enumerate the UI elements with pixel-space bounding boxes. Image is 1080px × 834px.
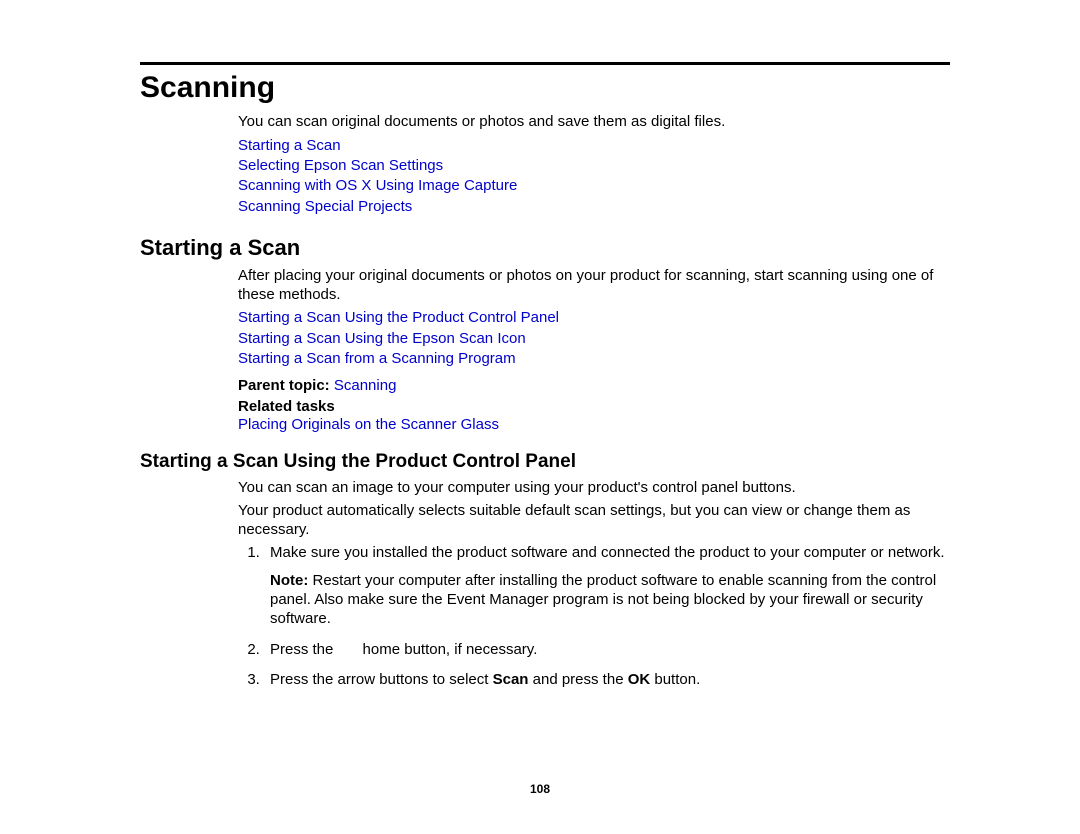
steps-list: Make sure you installed the product soft… — [238, 544, 950, 691]
step-3: Press the arrow buttons to select Scan a… — [264, 671, 950, 690]
link-placing-originals[interactable]: Placing Originals on the Scanner Glass — [238, 415, 499, 435]
related-tasks-label: Related tasks — [238, 398, 950, 415]
page-number: 108 — [0, 782, 1080, 796]
link-starting-a-scan[interactable]: Starting a Scan — [238, 136, 341, 156]
heading-scanning: Scanning — [140, 71, 950, 105]
parent-topic-link[interactable]: Scanning — [334, 377, 397, 394]
link-start-scan-control-panel[interactable]: Starting a Scan Using the Product Contro… — [238, 308, 559, 328]
section-starting-body: After placing your original documents or… — [238, 267, 950, 436]
parent-topic-label: Parent topic: — [238, 377, 330, 394]
related-tasks-block: Related tasks Placing Originals on the S… — [238, 398, 950, 435]
step-3-text-b: and press the — [528, 671, 627, 688]
cp-paragraph-1: You can scan an image to your computer u… — [238, 479, 950, 498]
step-3-text-a: Press the arrow buttons to select — [270, 671, 493, 688]
top-links-block: Starting a Scan Selecting Epson Scan Set… — [238, 136, 950, 217]
intro-paragraph: You can scan original documents or photo… — [238, 113, 950, 132]
link-scanning-special-projects[interactable]: Scanning Special Projects — [238, 197, 412, 217]
step-2-text-b: home button, if necessary. — [358, 641, 537, 658]
step-2-text-a: Press the — [270, 641, 338, 658]
document-page: Scanning You can scan original documents… — [0, 0, 1080, 834]
step-1: Make sure you installed the product soft… — [264, 544, 950, 629]
starting-links-block: Starting a Scan Using the Product Contro… — [238, 308, 950, 369]
top-rule — [140, 62, 950, 65]
step-2: Press the home button, if necessary. — [264, 641, 950, 660]
parent-topic-block: Parent topic: Scanning — [238, 377, 950, 394]
step-3-text-c: button. — [650, 671, 700, 688]
link-scanning-osx-image-capture[interactable]: Scanning with OS X Using Image Capture — [238, 176, 517, 196]
home-icon — [338, 641, 359, 658]
section-control-panel-body: You can scan an image to your computer u… — [238, 479, 950, 690]
link-selecting-epson-scan-settings[interactable]: Selecting Epson Scan Settings — [238, 156, 443, 176]
step-3-scan-bold: Scan — [493, 671, 529, 688]
step-3-ok-bold: OK — [628, 671, 651, 688]
cp-paragraph-2: Your product automatically selects suita… — [238, 502, 950, 540]
step-1-text: Make sure you installed the product soft… — [270, 544, 945, 561]
heading-start-scan-control-panel: Starting a Scan Using the Product Contro… — [140, 451, 950, 473]
link-start-scan-program[interactable]: Starting a Scan from a Scanning Program — [238, 349, 516, 369]
note-text: Restart your computer after installing t… — [270, 572, 936, 627]
note-label: Note: — [270, 572, 308, 589]
note-block: Note: Restart your computer after instal… — [270, 572, 950, 628]
link-start-scan-epson-icon[interactable]: Starting a Scan Using the Epson Scan Ico… — [238, 329, 526, 349]
starting-intro-paragraph: After placing your original documents or… — [238, 267, 950, 305]
heading-starting-a-scan: Starting a Scan — [140, 235, 950, 261]
section-scanning-body: You can scan original documents or photo… — [238, 113, 950, 217]
